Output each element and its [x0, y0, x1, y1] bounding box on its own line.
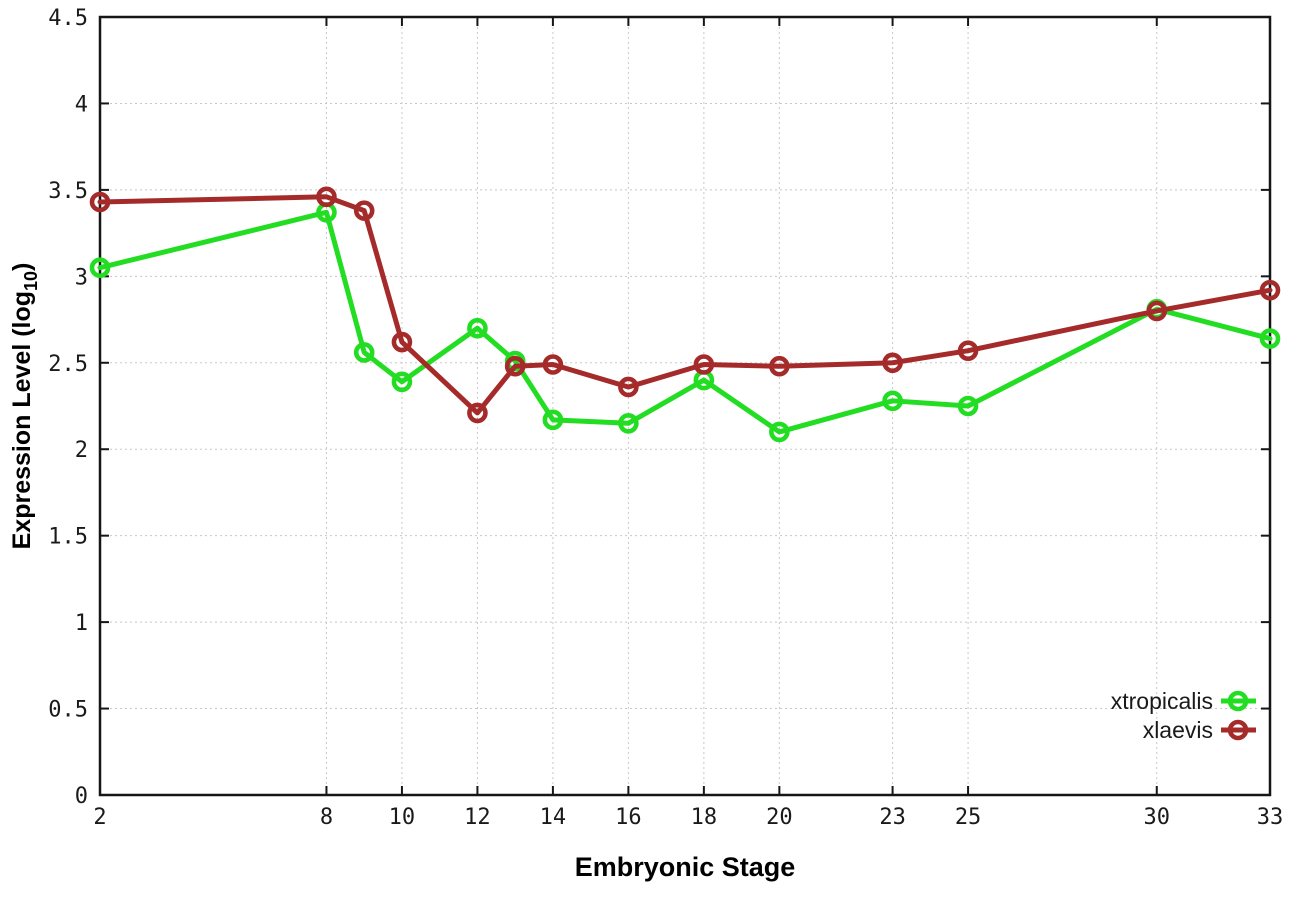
- data-point-marker-xlaevis: [89, 191, 111, 213]
- data-point-marker-xlaevis: [316, 186, 337, 208]
- y-tick-label: 3: [75, 265, 88, 290]
- data-point-marker-xlaevis: [693, 354, 715, 375]
- plot-border: [98, 15, 1272, 797]
- series-xlaevis: [89, 186, 1281, 424]
- data-point-marker-xlaevis: [1259, 279, 1281, 301]
- data-point-marker-xtropicalis: [542, 409, 564, 431]
- y-tick-label: 4.5: [48, 6, 88, 31]
- data-point-marker-xtropicalis: [882, 390, 903, 412]
- data-point-marker-xtropicalis: [1259, 328, 1281, 349]
- y-tick-labels: 0 0.5 1 1.5 2 2.5 3 3.5 4 4.5: [48, 6, 88, 809]
- y-tick-label: 3.5: [48, 179, 88, 204]
- x-tick-label: 33: [1257, 805, 1284, 830]
- legend-marker-xtropicalis: [1227, 690, 1249, 712]
- data-point-marker-xlaevis: [882, 352, 903, 374]
- legend: xtropicalis xlaevis: [1111, 688, 1256, 743]
- data-point-marker-xlaevis: [353, 200, 375, 221]
- x-tick-label: 10: [389, 805, 416, 830]
- data-point-marker-xlaevis: [391, 331, 413, 353]
- x-tick-label: 18: [691, 805, 718, 830]
- data-point-marker-xtropicalis: [769, 421, 790, 443]
- x-tick-label: 23: [879, 805, 906, 830]
- data-point-marker-xlaevis: [957, 340, 979, 361]
- y-tick-label: 0: [75, 784, 88, 809]
- x-axis-title: Embryonic Stage: [575, 852, 796, 882]
- data-point-marker-xlaevis: [618, 376, 639, 398]
- data-point-marker-xlaevis: [1146, 300, 1168, 322]
- tick-marks: [99, 16, 1271, 796]
- y-tick-label: 1.5: [48, 525, 88, 550]
- data-point-marker-xlaevis: [769, 355, 790, 377]
- x-tick-label: 20: [766, 805, 793, 830]
- x-tick-label: 25: [955, 805, 982, 830]
- y-tick-label: 4: [75, 92, 88, 117]
- y-tick-label: 2.5: [48, 352, 88, 377]
- x-tick-label: 8: [320, 805, 333, 830]
- x-tick-label: 2: [93, 805, 106, 830]
- series-line-xlaevis: [97, 194, 1273, 416]
- y-tick-label: 1: [75, 611, 88, 636]
- grid-lines: [100, 17, 1270, 795]
- data-point-marker-xtropicalis: [957, 395, 979, 417]
- y-axis-title: Expression Level (log10): [8, 263, 41, 550]
- x-tick-label: 14: [540, 805, 567, 830]
- data-point-marker-xlaevis: [542, 354, 564, 375]
- data-point-marker-xtropicalis: [618, 412, 639, 434]
- legend-label-xlaevis: xlaevis: [1143, 717, 1213, 743]
- x-tick-label: 30: [1144, 805, 1171, 830]
- x-tick-labels: 2 8 10 12 14 16 18 20 23 25 30 33: [93, 805, 1283, 830]
- data-point-marker-xtropicalis: [467, 317, 488, 339]
- data-point-marker-xlaevis: [504, 355, 526, 377]
- x-tick-label: 12: [464, 805, 491, 830]
- legend-marker-xlaevis: [1227, 719, 1249, 741]
- data-point-marker-xtropicalis: [353, 342, 375, 363]
- data-point-marker-xtropicalis: [89, 257, 111, 278]
- y-tick-label: 0.5: [48, 698, 88, 723]
- y-tick-label: 2: [75, 438, 88, 463]
- legend-label-xtropicalis: xtropicalis: [1111, 688, 1213, 714]
- x-tick-label: 16: [615, 805, 642, 830]
- data-point-marker-xtropicalis: [391, 371, 413, 393]
- data-point-marker-xlaevis: [467, 402, 488, 424]
